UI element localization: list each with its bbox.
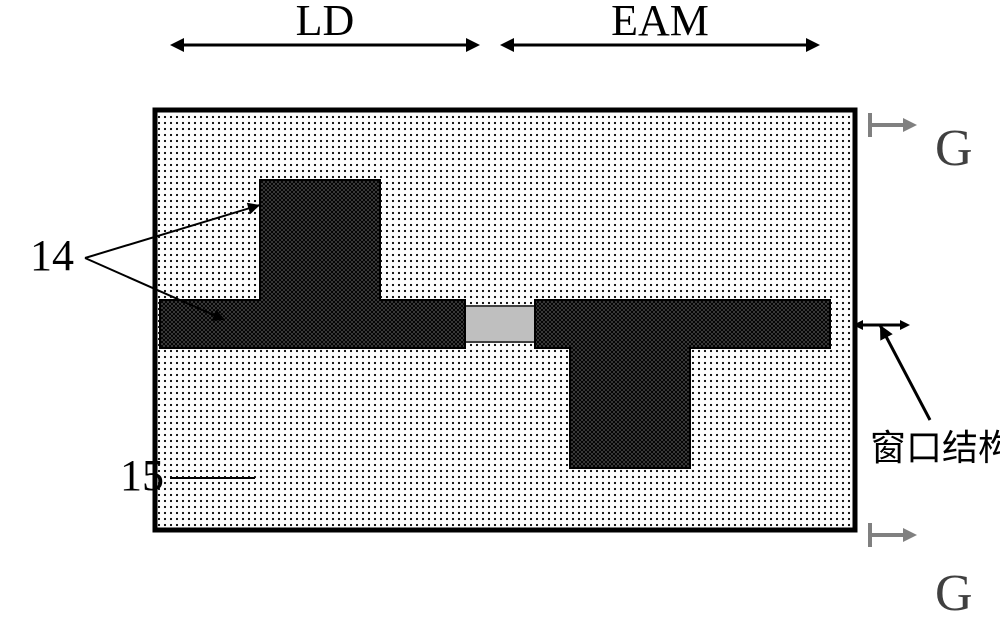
ref-15: 15 xyxy=(120,451,164,500)
ref-14: 14 xyxy=(30,231,74,280)
window-label: 窗口结构 xyxy=(870,428,1000,468)
section-markers: GG xyxy=(870,113,973,622)
window-annotation: 窗口结构 xyxy=(853,320,1000,468)
region-label-ld: LD xyxy=(296,0,355,45)
region-dimensions: LD EAM xyxy=(170,0,820,52)
section-label-top: G xyxy=(935,120,973,177)
region-label-eam: EAM xyxy=(611,0,709,45)
section-label-bottom: G xyxy=(935,565,973,622)
